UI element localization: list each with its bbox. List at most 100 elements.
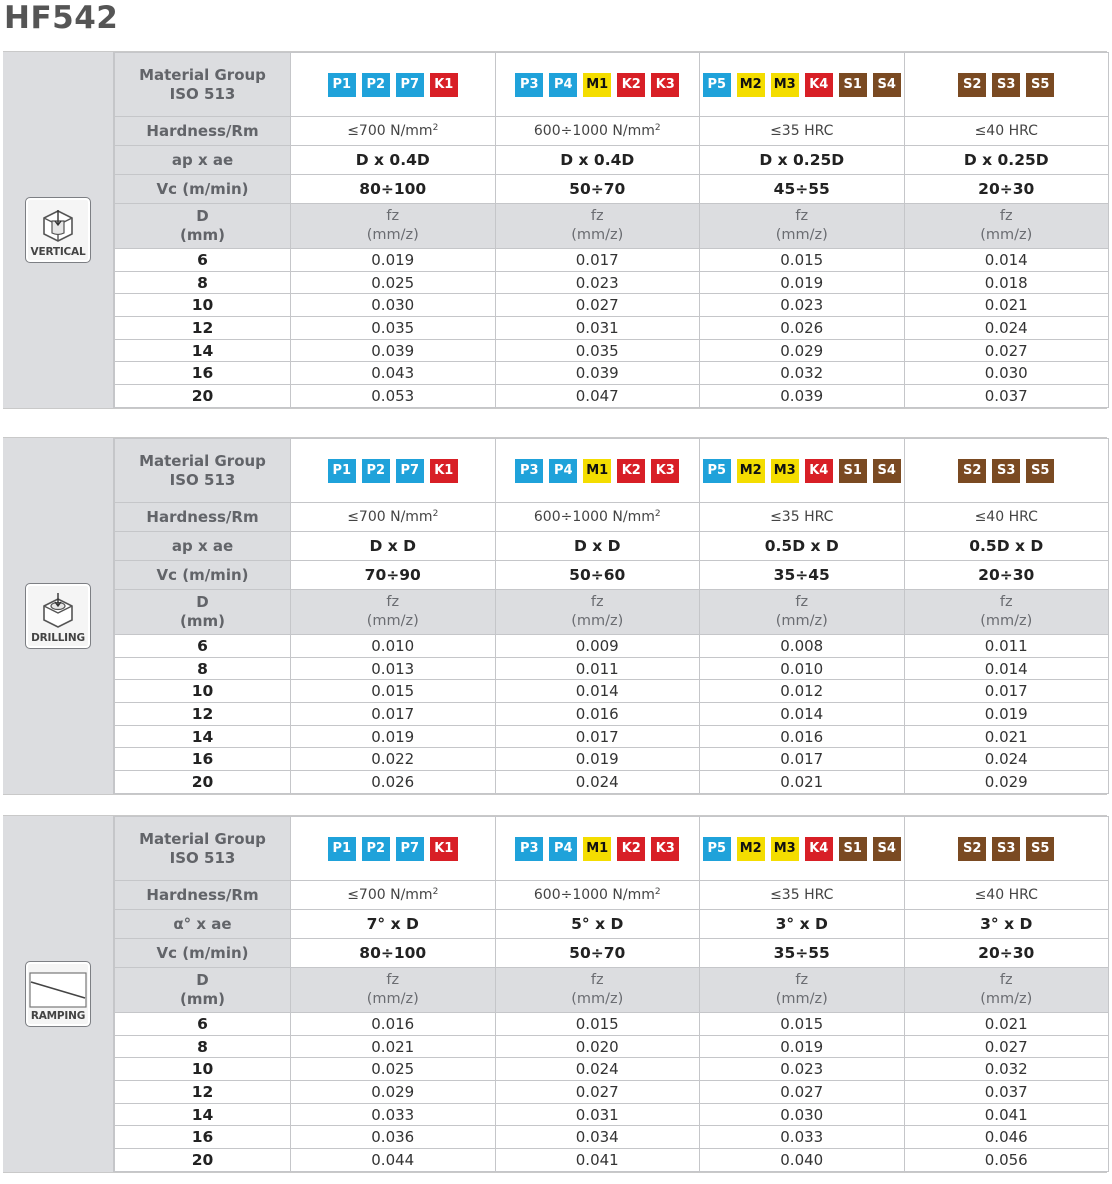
- section-ramping: RAMPING Material Group ISO 513 P1 P2 P7 K1 P3 P4…: [3, 815, 1109, 1173]
- diameter-cell: 20: [114, 384, 291, 408]
- feed-header-line: (mm/z): [571, 991, 624, 1007]
- table-row: 16 0.022 0.019 0.017 0.024: [114, 747, 1109, 772]
- feed-header-line: (mm/z): [775, 991, 828, 1007]
- diameter-header-line: D: [196, 207, 209, 225]
- diameter-cell: 6: [114, 1012, 291, 1036]
- feed-cell: 0.017: [699, 747, 905, 772]
- feed-header-line: (mm/z): [571, 227, 624, 243]
- hardness-label: Hardness/Rm: [114, 502, 291, 532]
- hardness-text: 600÷1000 N/mm: [533, 887, 655, 903]
- material-badges-cell: P5 M2 M3 K4 S1 S4: [699, 816, 905, 881]
- material-group-row: Material Group ISO 513 P1 P2 P7 K1 P3 P4 M1 K2 K3 P…: [114, 52, 1109, 117]
- feed-header-line: fz: [386, 594, 400, 610]
- hardness-text: ≤35 HRC: [770, 123, 834, 139]
- hardness-row: Hardness/Rm ≤700 N/mm2 600÷1000 N/mm2 ≤35 H…: [114, 880, 1109, 910]
- diameter-cell: 8: [114, 656, 291, 681]
- cutting-data-table: Material Group ISO 513 P1 P2 P7 K1 P3 P4 M1 K2 K3 P…: [114, 52, 1109, 408]
- material-badges: P1 P2 P7 K1: [291, 836, 494, 861]
- operation-label: RAMPING: [30, 1009, 86, 1022]
- feed-header-line: (mm/z): [366, 991, 419, 1007]
- cutting-speed-value: 20÷30: [903, 174, 1109, 204]
- operation-sidebar: RAMPING: [3, 816, 114, 1172]
- material-badge-s3: S3: [992, 836, 1021, 861]
- table-row: 6 0.019 0.017 0.015 0.014: [114, 248, 1109, 272]
- material-badge-s5: S5: [1026, 72, 1055, 97]
- material-badges-cell: S2 S3 S5: [903, 52, 1109, 117]
- cutting-speed-value: 80÷100: [290, 938, 496, 968]
- feed-header: fz (mm/z): [290, 589, 496, 635]
- cutting-speed-label-line: Vc (m/min): [156, 180, 249, 198]
- cutting-speed-value: 35÷45: [699, 560, 905, 590]
- table-row: 16 0.043 0.039 0.032 0.030: [114, 361, 1109, 386]
- feed-cell: 0.021: [699, 770, 905, 794]
- feed-cell: 0.009: [494, 634, 700, 658]
- feed-cell: 0.023: [699, 293, 905, 318]
- feed-header-line: (mm/z): [366, 613, 419, 629]
- feed-cell: 0.035: [494, 338, 700, 363]
- feed-header: fz (mm/z): [699, 589, 905, 635]
- hardness-text: ≤700 N/mm: [347, 509, 433, 525]
- feed-header: fz (mm/z): [699, 967, 905, 1013]
- depth-param-label: ap x ae: [114, 145, 291, 175]
- table-row: 12 0.017 0.016 0.014 0.019: [114, 702, 1109, 726]
- depth-param-value: 3° x D: [903, 909, 1109, 939]
- diameter-cell: 10: [114, 679, 291, 704]
- hardness-exponent: 2: [432, 887, 439, 897]
- hardness-text: ≤700 N/mm: [347, 123, 433, 139]
- operation-badge: RAMPING: [25, 960, 91, 1027]
- material-group-label: Material Group ISO 513: [114, 816, 291, 881]
- material-badge-s5: S5: [1026, 458, 1055, 483]
- material-badge-m3: M3: [770, 458, 799, 483]
- material-badge-s1: S1: [838, 458, 867, 483]
- material-badge-p7: P7: [395, 836, 424, 861]
- material-badges: P5 M2 M3 K4 S1 S4: [700, 458, 903, 483]
- cutting-speed-value: 35÷55: [699, 938, 905, 968]
- feed-header: fz (mm/z): [494, 967, 700, 1013]
- table-row: 20 0.044 0.041 0.040 0.056: [114, 1148, 1109, 1172]
- feed-header-line: fz: [386, 208, 400, 224]
- feed-cell: 0.035: [290, 316, 496, 340]
- feed-cell: 0.023: [699, 1057, 905, 1082]
- feed-cell: 0.010: [699, 656, 905, 681]
- feed-cell: 0.024: [494, 770, 700, 794]
- hardness-text: 600÷1000 N/mm: [533, 123, 655, 139]
- material-group-label-line: ISO 513: [169, 470, 236, 489]
- drilling-icon: [36, 592, 80, 632]
- material-badge-p4: P4: [549, 72, 578, 97]
- feed-cell: 0.039: [494, 361, 700, 386]
- feed-cell: 0.041: [903, 1102, 1109, 1127]
- material-badge-p5: P5: [702, 836, 731, 861]
- feed-cell: 0.017: [494, 248, 700, 272]
- material-badge-p3: P3: [515, 458, 544, 483]
- material-badge-p3: P3: [515, 836, 544, 861]
- diameter-cell: 14: [114, 1102, 291, 1127]
- feed-header: fz (mm/z): [290, 967, 496, 1013]
- feed-cell: 0.032: [699, 361, 905, 386]
- cutting-data-table: Material Group ISO 513 P1 P2 P7 K1 P3 P4 M1 K2 K3 P…: [114, 438, 1109, 794]
- material-badge-p3: P3: [515, 72, 544, 97]
- feed-cell: 0.017: [494, 724, 700, 749]
- table-row: 8 0.025 0.023 0.019 0.018: [114, 270, 1109, 295]
- feed-cell: 0.017: [290, 702, 496, 726]
- cutting-speed-value: 50÷60: [494, 560, 700, 590]
- feed-header-line: (mm/z): [980, 613, 1033, 629]
- depth-param-label-line: ap x ae: [171, 537, 234, 555]
- feed-cell: 0.022: [290, 747, 496, 772]
- feed-header-line: fz: [590, 972, 604, 988]
- feed-cell: 0.014: [699, 702, 905, 726]
- material-badge-m1: M1: [583, 458, 612, 483]
- material-badges: P3 P4 M1 K2 K3: [496, 72, 699, 97]
- feed-cell: 0.039: [290, 338, 496, 363]
- diameter-cell: 20: [114, 770, 291, 794]
- cutting-speed-label: Vc (m/min): [114, 938, 291, 968]
- table-row: 14 0.033 0.031 0.030 0.041: [114, 1102, 1109, 1127]
- depth-param-label: α° x ae: [114, 909, 291, 939]
- hardness-row: Hardness/Rm ≤700 N/mm2 600÷1000 N/mm2 ≤35 H…: [114, 502, 1109, 532]
- operation-sidebar: VERTICAL: [3, 52, 114, 408]
- material-badge-m1: M1: [583, 72, 612, 97]
- material-badge-k4: K4: [804, 836, 833, 861]
- table-row: 10 0.015 0.014 0.012 0.017: [114, 679, 1109, 704]
- material-badge-m3: M3: [770, 836, 799, 861]
- depth-param-value: D x 0.4D: [494, 145, 700, 175]
- feed-cell: 0.016: [699, 724, 905, 749]
